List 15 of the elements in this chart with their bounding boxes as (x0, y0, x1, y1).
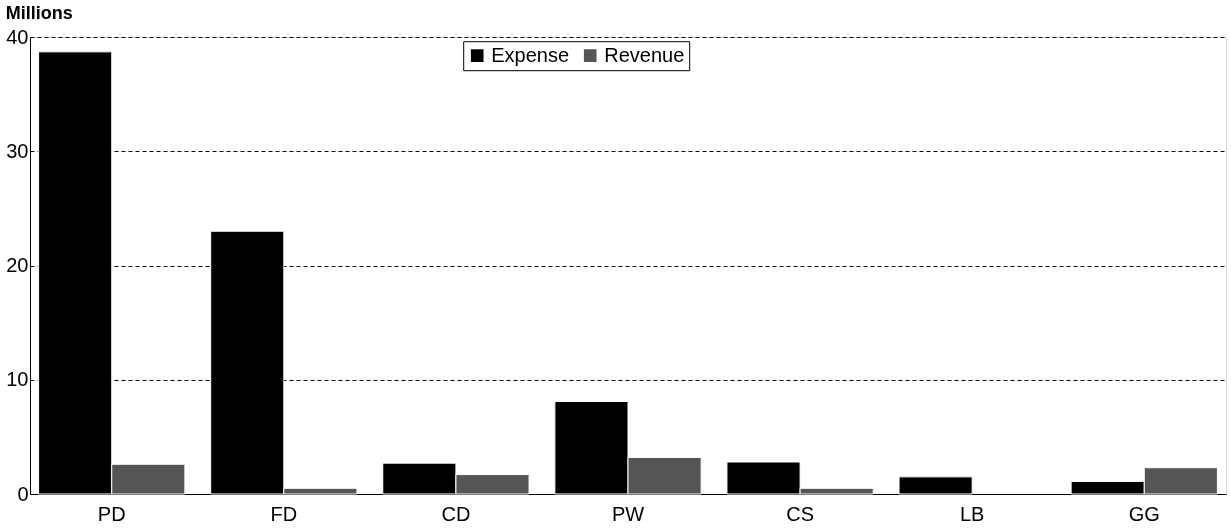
x-tick-label: CD (441, 502, 471, 525)
x-tick-label: CS (786, 502, 814, 525)
legend-label: Revenue (604, 43, 685, 66)
x-tick-label: PW (611, 502, 645, 525)
x-tick-label: PD (97, 502, 126, 525)
x-tick-label: FD (270, 502, 298, 525)
x-tick-label: GG (1128, 502, 1160, 525)
y-tick-label: 30 (6, 139, 29, 162)
y-tick-label: 20 (6, 254, 29, 276)
y-axis-title: Millions (5, 3, 73, 23)
y-tick-label: 10 (6, 368, 29, 391)
legend-label: Expense (491, 43, 570, 66)
x-tick-label: LB (959, 502, 985, 525)
y-tick-label: 40 (6, 25, 29, 48)
y-tick-label: 0 (17, 482, 29, 505)
